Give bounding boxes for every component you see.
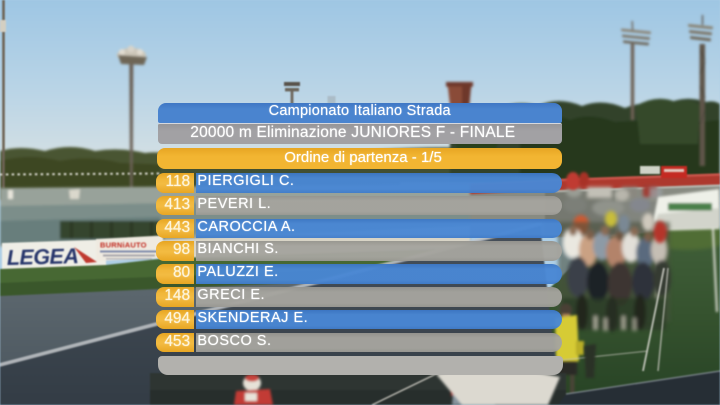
svg-text:BURNiAUTO: BURNiAUTO	[100, 241, 147, 250]
svg-text:LEGEA: LEGEA	[7, 244, 79, 270]
